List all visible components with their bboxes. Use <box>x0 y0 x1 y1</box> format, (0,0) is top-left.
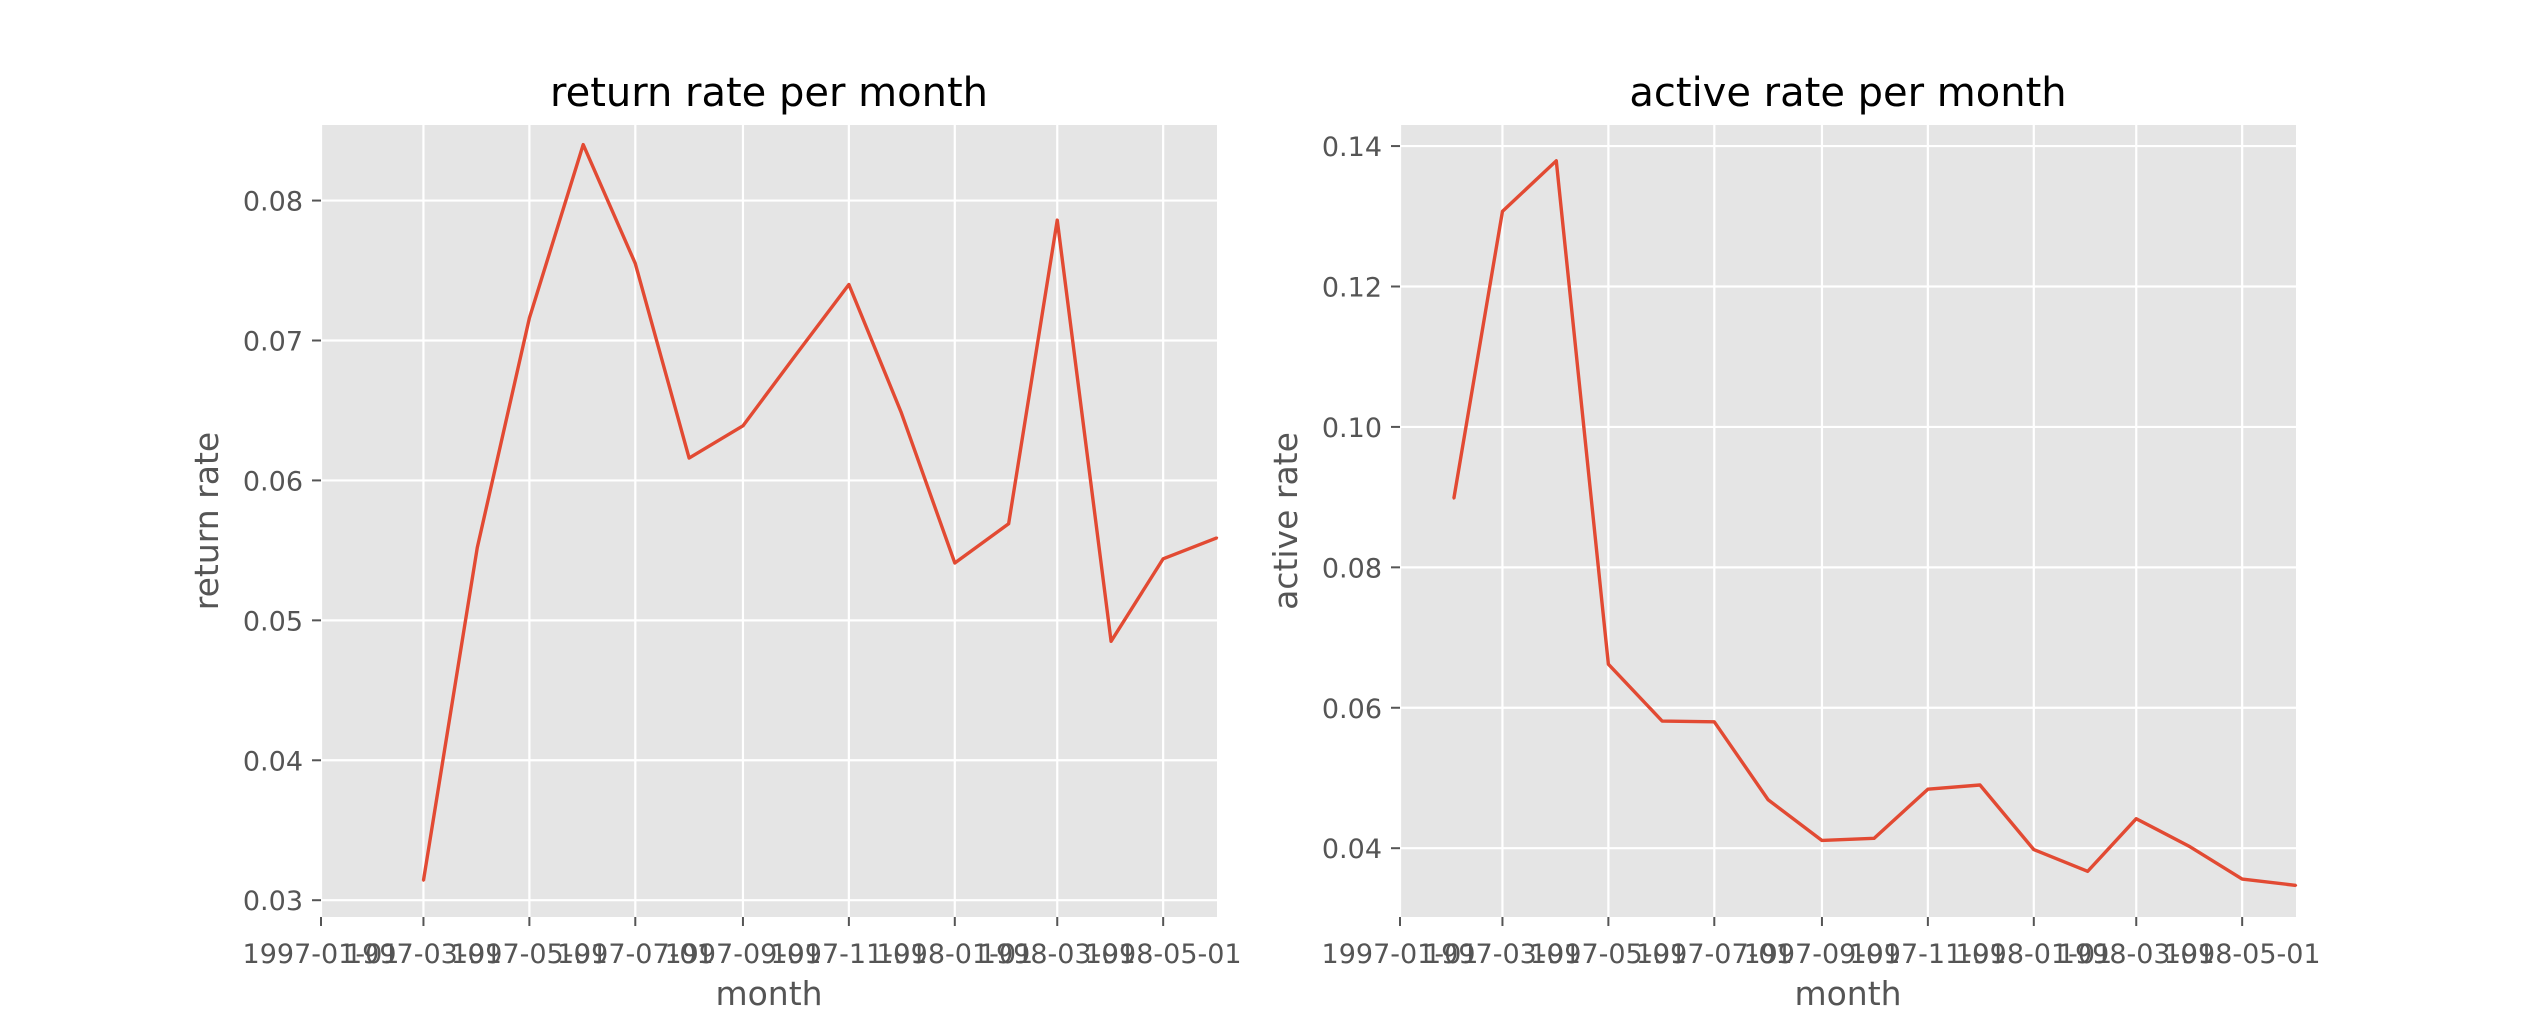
y-axis-label: active rate <box>1266 432 1305 610</box>
y-tick-label: 0.12 <box>1322 272 1382 303</box>
plot-area <box>321 125 1217 917</box>
x-ticks: 1997-01-011997-03-011997-05-011997-07-01… <box>243 917 1242 970</box>
data-point <box>634 262 637 265</box>
x-tick-label: 1997-07-01 <box>1636 939 1793 970</box>
y-ticks: 0.04 0.06 0.08 0.10 0.12 0.14 <box>1322 132 1400 865</box>
x-tick-label: 1997-05-01 <box>451 939 608 970</box>
data-point <box>1161 557 1165 560</box>
y-tick-label: 0.05 <box>243 606 303 637</box>
plot-area <box>1400 125 2296 917</box>
y-axis-label: return rate <box>187 432 226 610</box>
x-tick-label: 1997-07-01 <box>557 939 714 970</box>
data-point <box>1501 210 1504 213</box>
data-point <box>953 561 956 565</box>
y-tick-label: 0.07 <box>243 326 303 357</box>
y-tick-label: 0.03 <box>243 886 303 917</box>
data-point <box>793 354 797 358</box>
data-point <box>1872 837 1876 840</box>
x-ticks: 1997-01-011997-03-011997-05-011997-07-01… <box>1322 917 2321 970</box>
series-line <box>421 142 1218 881</box>
chart-title: active rate per month <box>1629 70 2066 116</box>
x-tick-label: 1998-03-01 <box>979 939 1136 970</box>
series-group <box>421 142 1219 882</box>
data-point <box>1661 719 1664 723</box>
y-gridlines <box>321 199 1217 902</box>
active-rate-chart: 0.040.060.080.100.120.14 1997-01-011997-… <box>1266 70 2321 1013</box>
y-tick-label: 0.08 <box>1322 553 1382 584</box>
data-point <box>422 879 425 882</box>
x-tick-label: 1997-03-01 <box>1424 939 1581 970</box>
y-tick-label: 0.04 <box>243 746 303 777</box>
x-tick-label: 1998-01-01 <box>1955 939 2112 970</box>
return-rate-chart: 0.030.040.050.060.070.08 1997-01-011997-… <box>187 70 1242 1013</box>
x-axis-label: month <box>715 974 822 1013</box>
data-point <box>1007 522 1010 525</box>
data-point <box>687 456 691 460</box>
chart-title: return rate per month <box>550 70 988 116</box>
y-tick-label: 0.08 <box>243 187 303 218</box>
x-gridlines <box>319 125 1165 917</box>
y-tick-label: 0.06 <box>243 466 303 497</box>
x-tick-label: 1997-05-01 <box>1530 939 1687 970</box>
x-tick-label: 1998-05-01 <box>1085 939 1242 970</box>
y-gridlines <box>1400 144 2296 850</box>
x-tick-label: 1997-09-01 <box>664 939 821 970</box>
y-ticks: 0.03 0.04 0.05 0.06 0.07 0.08 <box>243 187 321 917</box>
data-point <box>1555 159 1558 163</box>
series-group <box>1452 159 2298 888</box>
data-point <box>476 546 479 549</box>
x-axis-label: month <box>1794 974 1901 1013</box>
x-tick-label: 1997-11-01 <box>770 939 927 970</box>
data-point <box>899 410 903 414</box>
data-point <box>1452 497 1456 500</box>
y-tick-label: 0.04 <box>1322 834 1382 865</box>
data-point <box>1215 536 1219 539</box>
data-point <box>1820 839 1824 842</box>
data-point <box>1109 640 1113 643</box>
x-tick-label: 1998-05-01 <box>2164 939 2321 970</box>
x-tick-label: 1998-01-01 <box>876 939 1033 970</box>
y-tick-label: 0.14 <box>1322 132 1382 163</box>
x-tick-label: 1997-03-01 <box>345 939 502 970</box>
x-tick-label: 1997-11-01 <box>1849 939 2006 970</box>
x-gridlines <box>1398 125 2244 917</box>
data-point <box>582 143 585 146</box>
x-tick-label: 1997-01-01 <box>1322 939 1479 970</box>
data-point <box>847 283 851 286</box>
data-point <box>741 424 745 428</box>
data-point <box>1766 798 1770 801</box>
x-tick-label: 1998-03-01 <box>2058 939 2215 970</box>
data-point <box>1056 218 1059 222</box>
data-point <box>2188 845 2192 848</box>
data-point <box>1607 663 1610 666</box>
data-point <box>2032 848 2036 851</box>
data-point <box>2240 877 2244 881</box>
data-point <box>1978 783 1982 787</box>
data-point <box>528 316 531 320</box>
data-point <box>2294 884 2298 887</box>
x-tick-label: 1997-01-01 <box>243 939 400 970</box>
data-point <box>1926 788 1930 791</box>
x-tick-label: 1997-09-01 <box>1743 939 1900 970</box>
y-tick-label: 0.10 <box>1322 413 1382 444</box>
data-point <box>2086 870 2089 873</box>
data-point <box>1713 720 1716 724</box>
y-tick-label: 0.06 <box>1322 694 1382 725</box>
data-point <box>2135 817 2138 820</box>
